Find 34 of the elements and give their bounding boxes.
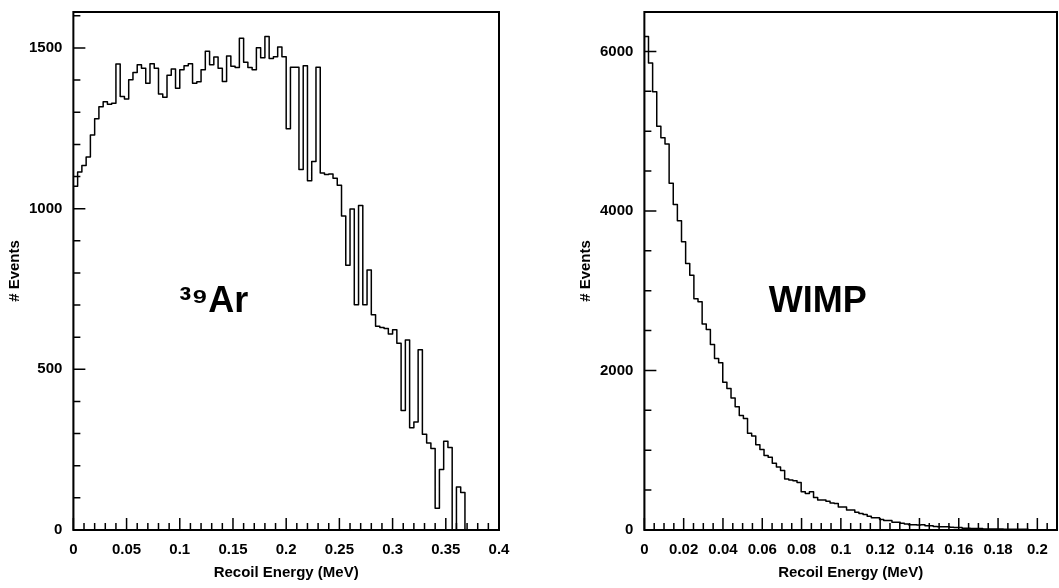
x-tick-label: 0.05 bbox=[111, 540, 142, 558]
x-tick-label: 0.02 bbox=[669, 540, 699, 558]
x-tick-label: 0.14 bbox=[904, 540, 935, 558]
y-tick-label: 0 bbox=[625, 520, 634, 538]
x-tick-label: 0.1 bbox=[830, 540, 852, 558]
y-tick-label: 2000 bbox=[599, 360, 634, 378]
x-tick-label: 0.12 bbox=[865, 540, 895, 558]
annotation: ³⁹Ar bbox=[179, 279, 249, 320]
annotation: WIMP bbox=[768, 279, 867, 320]
y-tick-label: 0 bbox=[54, 520, 63, 538]
x-tick-label: 0 bbox=[69, 540, 78, 558]
y-tick-label: 500 bbox=[37, 359, 63, 377]
y-tick-label: 1000 bbox=[28, 198, 63, 216]
x-tick-label: 0.06 bbox=[747, 540, 777, 558]
y-tick-label: 4000 bbox=[599, 201, 634, 219]
x-tick-label: 0 bbox=[640, 540, 649, 558]
x-tick-label: 0.15 bbox=[218, 540, 248, 558]
x-tick-label: 0.4 bbox=[488, 540, 511, 558]
y-axis-title: # Events bbox=[576, 240, 594, 302]
x-axis-title: Recoil Energy (MeV) bbox=[213, 563, 359, 581]
x-tick-label: 0.18 bbox=[983, 540, 1013, 558]
x-tick-label: 0.04 bbox=[708, 540, 739, 558]
x-tick-label: 0.35 bbox=[431, 540, 461, 558]
x-tick-label: 0.08 bbox=[786, 540, 817, 558]
x-axis-title: Recoil Energy (MeV) bbox=[778, 563, 924, 581]
y-axis-title: # Events bbox=[5, 240, 23, 302]
x-tick-label: 0.16 bbox=[944, 540, 974, 558]
x-tick-label: 0.3 bbox=[382, 540, 404, 558]
x-tick-label: 0.2 bbox=[1026, 540, 1048, 558]
x-tick-label: 0.1 bbox=[169, 540, 191, 558]
x-tick-label: 0.2 bbox=[275, 540, 297, 558]
x-tick-label: 0.25 bbox=[324, 540, 354, 558]
y-tick-label: 1500 bbox=[28, 38, 63, 56]
y-tick-label: 6000 bbox=[599, 41, 634, 59]
